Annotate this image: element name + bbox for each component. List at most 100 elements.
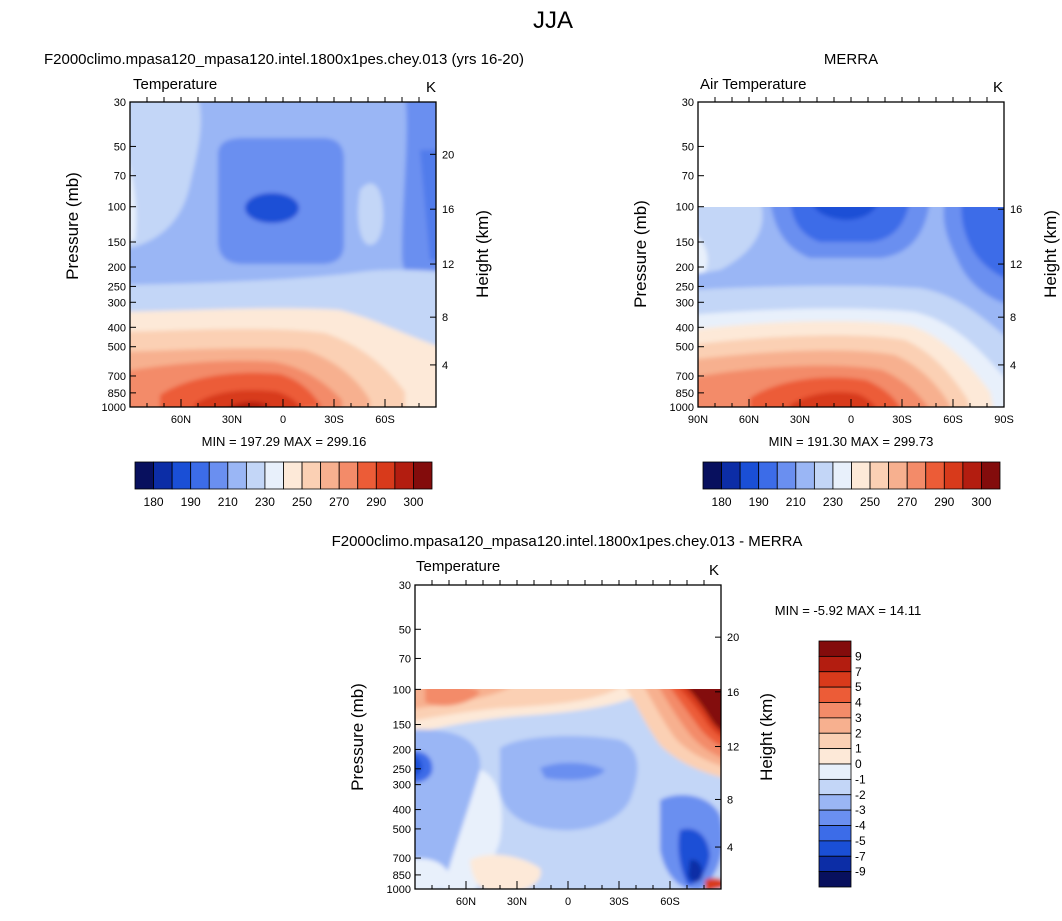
diff-colorbar-label: 1 <box>855 742 862 756</box>
diff-lat-tick-label: 60N <box>456 896 476 908</box>
obs-lat-tick-label: 0 <box>848 414 854 426</box>
diff-pressure-tick-label: 250 <box>393 764 411 776</box>
diff-units: K <box>709 562 719 579</box>
obs-pressure-tick-label: 250 <box>676 281 694 293</box>
model-height-tick-label: 4 <box>442 360 448 372</box>
model-units: K <box>426 79 436 96</box>
model-pressure-tick-label: 150 <box>108 237 126 249</box>
diff-colorbar: 9 75 432 10-1 -2-3 -4-5-7 -9 <box>818 640 866 888</box>
model-axes: 30 50 70 100 150 200 250 300 400 500 700 850 1000 20 1… <box>102 97 454 426</box>
model-pressure-tick-label: 70 <box>114 171 126 183</box>
diff-colorbar-box <box>818 809 852 826</box>
model-pressure-tick-label: 250 <box>108 281 126 293</box>
model-colorbar-label: 190 <box>181 495 201 509</box>
diff-colorbar-label: -7 <box>855 849 866 863</box>
obs-colorbar-box <box>943 461 964 490</box>
model-lat-tick-label: 0 <box>280 414 286 426</box>
model-lat-tick-label: 60S <box>375 414 395 426</box>
model-colorbar-box <box>171 461 192 490</box>
obs-colorbar-label: 180 <box>712 495 732 509</box>
model-colorbar-box <box>375 461 396 490</box>
obs-colorbar-box <box>906 461 927 490</box>
obs-height-tick-label: 8 <box>1010 312 1016 324</box>
model-pressure-tick-label: 700 <box>108 371 126 383</box>
diff-colorbar-box <box>818 778 852 796</box>
model-colorbar-box <box>245 461 266 490</box>
diff-pressure-tick-label: 500 <box>393 824 411 836</box>
obs-title: MERRA <box>824 51 878 68</box>
diff-colorbar-label: 7 <box>855 665 862 679</box>
obs-colorbar-box <box>795 461 815 490</box>
diff-panel: F2000climo.mpasa120_mpasa120.intel.1800x… <box>332 533 922 908</box>
obs-colorbar-label: 250 <box>860 495 880 509</box>
diff-colorbar-box <box>818 640 852 657</box>
diff-pressure-tick-label: 300 <box>393 780 411 792</box>
diff-colorbar-label: 5 <box>855 680 862 694</box>
obs-pressure-tick-label: 100 <box>676 202 694 214</box>
model-lat-tick-label: 60N <box>171 414 191 426</box>
model-ylabel-right: Height (km) <box>473 210 492 298</box>
diff-lat-tick-label: 30S <box>609 896 629 908</box>
diff-lat-tick-label: 30N <box>507 896 527 908</box>
diff-pressure-tick-label: 100 <box>393 684 411 696</box>
obs-colorbar-label: 210 <box>786 495 806 509</box>
obs-pressure-tick-label: 50 <box>682 141 694 153</box>
obs-colorbar-label: 190 <box>749 495 769 509</box>
diff-colorbar-box <box>818 702 852 719</box>
diff-colorbar-label: -5 <box>855 834 866 848</box>
diff-colorbar-box <box>818 855 852 873</box>
model-colorbar-label: 210 <box>218 495 238 509</box>
model-pressure-tick-label: 400 <box>108 322 126 334</box>
diff-colorbar-label: 2 <box>855 726 862 740</box>
page-title: JJA <box>533 7 573 34</box>
obs-colorbar-box <box>702 461 722 490</box>
model-colorbar-box <box>227 461 247 490</box>
model-panel: F2000climo.mpasa120_mpasa120.intel.1800x… <box>44 51 524 509</box>
diff-pressure-tick-label: 50 <box>399 624 411 636</box>
obs-colorbar-box <box>888 461 908 490</box>
obs-colorbar-box <box>869 461 890 490</box>
diff-colorbar-label: -3 <box>855 803 866 817</box>
model-colorbar-box <box>301 461 322 490</box>
model-colorbar-box <box>134 461 154 490</box>
diff-colorbar-label: -2 <box>855 788 866 802</box>
obs-colorbar-box <box>776 461 797 490</box>
obs-panel: MERRA Air Temperature K <box>631 51 1060 509</box>
obs-pressure-tick-label: 500 <box>676 342 694 354</box>
obs-ylabel-right: Height (km) <box>1041 210 1060 298</box>
model-colorbar-box <box>338 461 359 490</box>
diff-colorbar-box <box>818 655 852 673</box>
obs-pressure-tick-label: 300 <box>676 297 694 309</box>
obs-axes: 30 50 70 100 150 200 250 300 400 500 700 850 1000 16 1… <box>670 97 1022 426</box>
obs-colorbar-box <box>739 461 760 490</box>
model-pressure-tick-label: 850 <box>108 388 126 400</box>
diff-colorbar-box <box>818 686 852 703</box>
model-colorbar-label: 230 <box>255 495 275 509</box>
obs-colorbar-label: 270 <box>897 495 917 509</box>
model-colorbar-box <box>208 461 229 490</box>
model-pressure-tick-label: 1000 <box>102 402 126 414</box>
obs-units: K <box>993 79 1003 96</box>
model-colorbar-box <box>357 461 377 490</box>
diff-pressure-tick-label: 150 <box>393 720 411 732</box>
obs-pressure-tick-label: 30 <box>682 97 694 109</box>
obs-colorbar-box <box>981 461 1001 490</box>
diff-height-tick-label: 8 <box>727 794 733 806</box>
obs-colorbar-box <box>758 461 778 490</box>
diff-stats: MIN = -5.92 MAX = 14.11 <box>775 603 921 618</box>
diff-colorbar-box <box>818 871 852 888</box>
model-colorbar-box <box>283 461 303 490</box>
model-title: F2000climo.mpasa120_mpasa120.intel.1800x… <box>44 51 524 68</box>
obs-colorbar-label: 230 <box>823 495 843 509</box>
diff-contour-fill <box>415 689 721 889</box>
model-colorbar-box <box>264 461 284 490</box>
diff-height-tick-label: 20 <box>727 632 739 644</box>
diff-colorbar-box <box>818 763 852 780</box>
model-pressure-tick-label: 300 <box>108 297 126 309</box>
obs-colorbar: 180 190 210 230 250 270 290 300 <box>702 461 1001 509</box>
obs-colorbar-box <box>925 461 945 490</box>
diff-colorbar-label: 9 <box>855 649 862 663</box>
diff-ylabel-right: Height (km) <box>757 693 776 781</box>
model-pressure-tick-label: 200 <box>108 262 126 274</box>
